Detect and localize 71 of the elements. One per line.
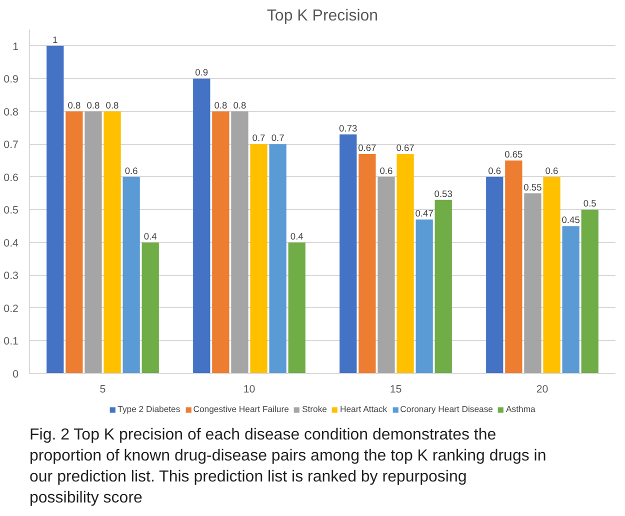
y-tick-label: 0.5 (4, 204, 19, 217)
x-tick-label: 20 (536, 384, 548, 396)
bar (66, 111, 83, 374)
y-tick-label: 0.8 (4, 106, 19, 118)
y-tick-label: 0.7 (4, 139, 19, 152)
data-label: 0.8 (86, 100, 100, 110)
x-tick-label: 10 (243, 384, 256, 396)
bar (505, 160, 522, 374)
bar (250, 144, 268, 374)
y-tick-label: 0.1 (4, 336, 19, 348)
bar (231, 111, 248, 374)
y-tick-label: 1 (12, 40, 19, 53)
bar (358, 154, 376, 374)
data-label: 1 (52, 34, 58, 45)
x-tick-label: 15 (390, 384, 402, 396)
data-label: 0.8 (106, 100, 119, 110)
data-label: 0.5 (583, 198, 596, 209)
data-label: 0.47 (415, 208, 434, 219)
data-label: 0.9 (195, 68, 208, 78)
bar (122, 176, 140, 374)
data-label: 0.73 (339, 123, 358, 134)
data-label: 0.53 (434, 188, 452, 199)
legend-label: Type 2 Diabetes (118, 404, 180, 414)
data-label: 0.7 (271, 133, 284, 144)
bar (193, 78, 210, 374)
data-label: 0.67 (396, 142, 414, 153)
y-tick-label: 0.3 (4, 270, 19, 282)
data-label: 0.8 (68, 100, 81, 110)
y-tick-label: 0.6 (4, 172, 19, 184)
caption: Fig. 2 Top K precision of each disease condition demonstrates the proportion of known drug-disease pairs among the top K ranking drugs in our prediction list. This prediction list is ranked by repurposing possibility score (30, 426, 546, 506)
y-tick-label: 0.4 (4, 237, 19, 250)
bar (288, 242, 306, 374)
data-label: 0.6 (545, 166, 558, 176)
data-label: 0.8 (214, 100, 228, 110)
data-label: 0.65 (504, 150, 523, 160)
y-tick-label: 0 (12, 368, 19, 380)
data-label: 0.45 (562, 215, 580, 226)
bar (524, 193, 542, 374)
legend-label: Coronary Heart Disease (400, 404, 493, 414)
bar (104, 111, 121, 374)
legend-label: Heart Attack (340, 404, 388, 414)
data-label: 0.6 (380, 166, 393, 176)
bar (581, 210, 598, 374)
data-label: 0.55 (524, 182, 542, 192)
bar (486, 176, 504, 374)
bar (340, 134, 357, 374)
y-tick-label: 0.9 (4, 74, 19, 86)
chart-title: Top K Precision (266, 8, 378, 24)
data-label: 0.4 (144, 231, 157, 242)
data-label: 0.6 (124, 166, 138, 176)
bar (212, 111, 230, 374)
bar (434, 200, 452, 374)
bar (543, 176, 560, 374)
y-tick-label: 0.2 (4, 302, 19, 315)
data-label: 0.7 (252, 133, 266, 144)
bar (416, 220, 433, 374)
legend-label: Asthma (506, 404, 536, 414)
bar (562, 226, 580, 374)
bar (378, 176, 395, 374)
legend-label: Stroke (302, 404, 327, 414)
bar (46, 46, 64, 374)
legend-label: Congestive Heart Failure (193, 404, 289, 414)
bar (396, 154, 414, 374)
data-label: 0.6 (488, 166, 502, 176)
bar (269, 144, 286, 374)
x-tick-label: 5 (100, 384, 106, 396)
data-label: 0.4 (290, 231, 304, 242)
data-label: 0.8 (233, 100, 246, 110)
bar (84, 111, 102, 374)
bar (142, 242, 159, 374)
data-label: 0.67 (358, 142, 376, 153)
